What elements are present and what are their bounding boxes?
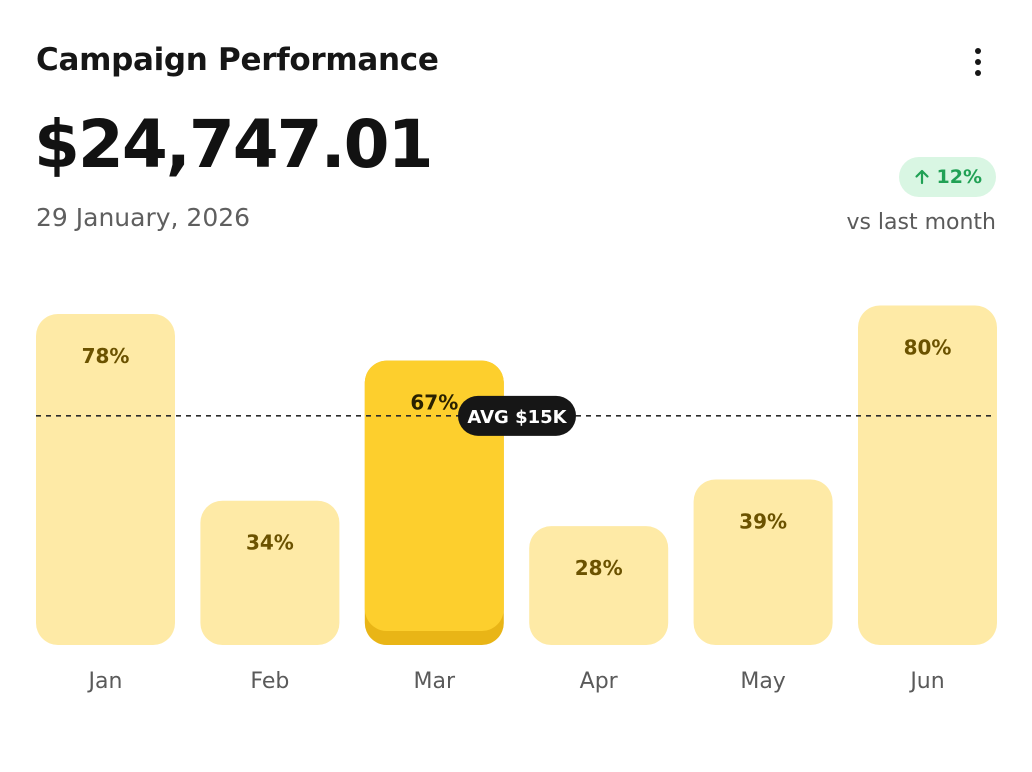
x-tick-label-jan: Jan [87,669,123,694]
more-vertical-icon [975,48,981,54]
x-tick-label-jun: Jun [908,669,944,694]
x-tick-label-feb: Feb [250,669,289,694]
bar-jan[interactable] [36,313,175,645]
bar-may[interactable] [693,479,833,645]
total-amount: $24,747.01 [34,106,434,183]
more-vertical-icon-dot [975,59,981,65]
more-vertical-icon-dot [975,70,981,76]
bars-group: 78% Jan 34% Feb 67% Mar 28% Apr 39% May 80% Jun [36,305,997,694]
x-tick-label-mar: Mar [414,669,456,694]
average-label: AVG $15K [467,407,567,428]
bar-value-label-jun: 80% [904,335,952,359]
bar-feb[interactable] [200,500,340,645]
more-options-button[interactable] [960,42,996,82]
average-pill [458,395,576,436]
bar-value-label-jan: 78% [82,344,130,368]
change-badge: 12% [898,157,996,197]
change-badge-value: 12% [936,166,982,188]
bar-jun[interactable] [858,305,997,645]
bar-apr[interactable] [529,526,669,645]
card-title: Campaign Performance [36,42,439,78]
bar-value-label-may: 39% [739,509,787,533]
bar-value-label-mar: 67% [410,391,458,415]
arrow-up-icon [914,169,929,185]
bar-value-label-feb: 34% [246,531,294,555]
bar-value-label-apr: 28% [575,556,623,580]
x-tick-label-apr: Apr [580,669,619,694]
x-tick-label-may: May [740,669,785,694]
change-caption: vs last month [846,210,996,235]
summary-date: 29 January, 2026 [36,203,251,232]
